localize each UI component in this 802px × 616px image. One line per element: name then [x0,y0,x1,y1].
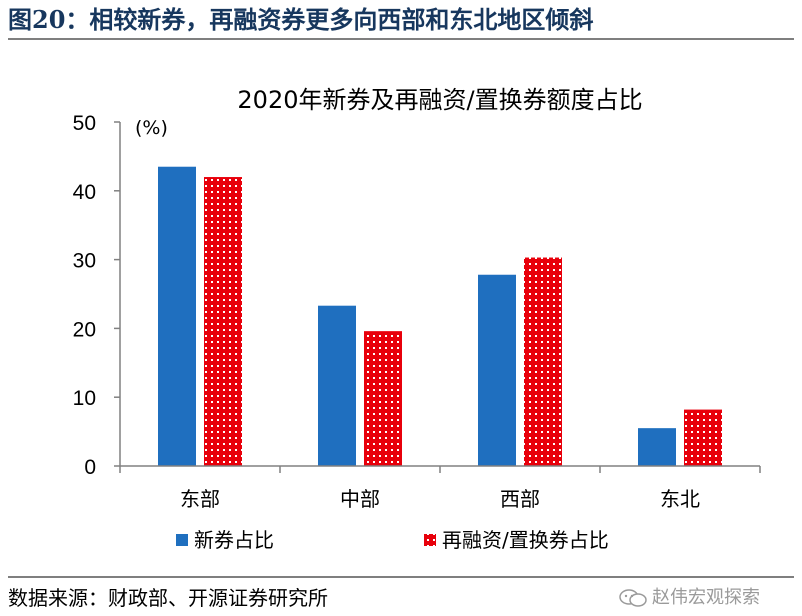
legend-label: 新券占比 [194,528,274,552]
source-note: 数据来源：财政部、开源证券研究所 [8,586,328,610]
bar-new-bonds-0 [158,166,196,466]
legend-label: 再融资/置换券占比 [442,528,609,552]
legend-swatch [176,534,188,546]
bar-refinancing-bonds-0 [204,177,242,467]
legend-swatch [424,534,436,546]
y-tick-label: 20 [73,318,96,341]
source-divider [8,576,794,578]
bar-refinancing-bonds-2 [524,257,562,466]
x-tick-label: 西部 [500,487,540,511]
y-unit-label: (%) [135,117,168,139]
bar-refinancing-bonds-1 [364,331,402,466]
figure-title: 图20：相较新券，再融资券更多向西部和东北地区倾斜 [8,5,594,34]
x-tick-label: 中部 [340,487,380,511]
y-tick-label: 10 [73,387,96,410]
title-divider [8,38,794,40]
x-tick-label: 东部 [180,487,220,511]
chart-title: 2020年新券及再融资/置换券额度占比 [237,86,642,114]
y-tick-label: 50 [73,112,96,135]
y-tick-label: 30 [73,250,96,273]
x-tick-label: 东北 [660,487,700,511]
watermark-text: 赵伟宏观探索 [652,587,760,608]
chat-bubbles-icon [619,589,647,607]
bar-new-bonds-3 [638,428,676,466]
bar-new-bonds-2 [478,274,516,466]
watermark: 赵伟宏观探索 [618,584,760,612]
y-tick-label: 40 [73,181,96,204]
y-tick-label: 0 [84,456,96,479]
bar-chart: 2020年新券及再融资/置换券额度占比 (%) 0 10 20 30 40 50 东部 中部… [73,86,761,552]
bar-refinancing-bonds-3 [684,409,722,466]
bar-new-bonds-1 [318,305,356,466]
